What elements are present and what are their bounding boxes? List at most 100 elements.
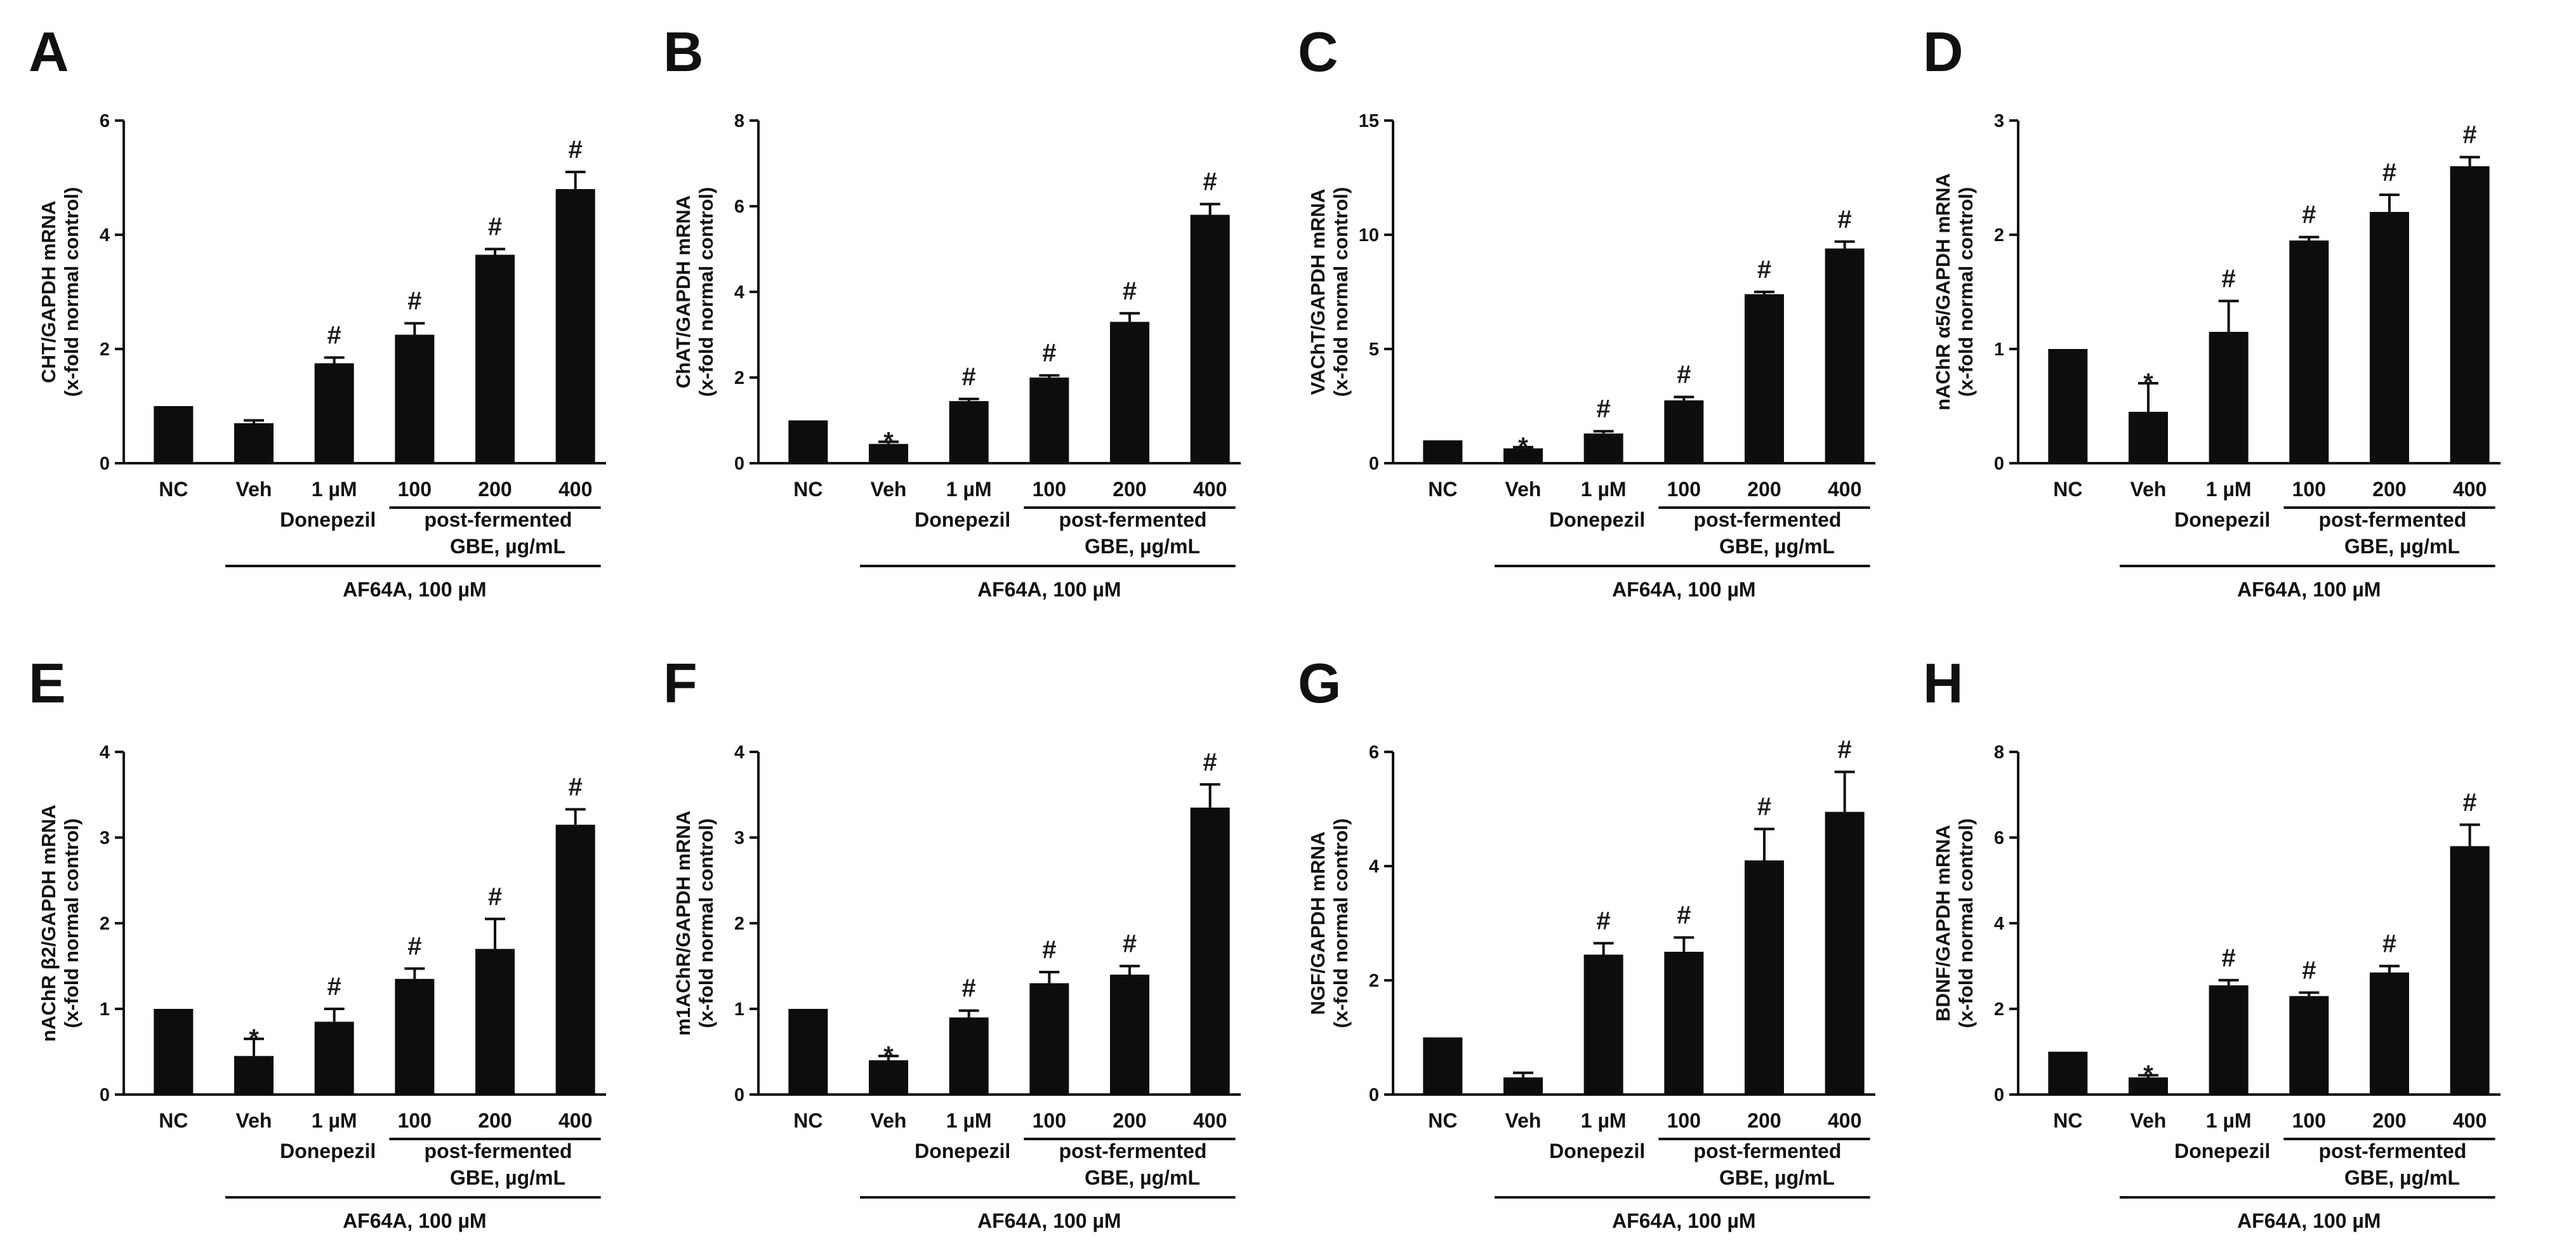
treatment-label: AF64A, 100 µM (2237, 578, 2381, 601)
x-tick-label: 100 (398, 478, 432, 501)
x-tick-label: 1 µM (2206, 1109, 2252, 1132)
significance-marker: # (2463, 789, 2477, 817)
significance-marker: # (2222, 944, 2236, 972)
x-tick-label: 400 (1828, 1109, 1861, 1132)
y-tick-label: 3 (100, 828, 110, 848)
significance-marker: # (488, 213, 502, 241)
y-tick-label: 0 (1994, 454, 2004, 474)
y-tick-label: 0 (734, 454, 744, 474)
gbe-label-line1: post-fermented (1059, 508, 1207, 531)
y-tick-label: 4 (100, 225, 110, 246)
y-tick-label: 6 (1994, 828, 2004, 848)
y-tick-label: 4 (1369, 857, 1379, 877)
bar (1745, 860, 1784, 1095)
donepezil-label: Donepezil (915, 1140, 1010, 1162)
x-tick-label: NC (2053, 1109, 2082, 1132)
x-tick-label: 100 (1667, 478, 1701, 501)
x-tick-label: 400 (558, 478, 592, 501)
significance-marker: # (1838, 206, 1852, 234)
x-tick-label: NC (2053, 478, 2082, 501)
y-tick-label: 3 (1994, 111, 2004, 131)
panel-g: G NGF/GAPDH mRNA (x-fold normal control) 0 2… (1298, 652, 1875, 1232)
bar (1503, 448, 1543, 463)
panel-letter: H (1923, 652, 1964, 714)
bar (1825, 248, 1865, 463)
gbe-label-line2: GBE, µg/mL (1085, 1166, 1200, 1189)
bar (949, 401, 989, 463)
x-tick-label: 100 (398, 1109, 432, 1132)
significance-marker: # (1677, 361, 1691, 389)
significance-marker: * (883, 427, 894, 455)
x-tick-label: Veh (1505, 1109, 1542, 1132)
bar (314, 363, 354, 463)
x-tick-label: 200 (1113, 1109, 1146, 1132)
x-tick-label: NC (793, 1109, 822, 1132)
significance-marker: # (2302, 956, 2316, 984)
y-axis-title: BDNF/GAPDH mRNA (1932, 825, 1954, 1022)
bar (2450, 166, 2490, 463)
panel-letter: B (663, 20, 704, 83)
donepezil-label: Donepezil (280, 508, 376, 531)
bar (1110, 975, 1149, 1095)
x-tick-label: Veh (236, 1109, 272, 1132)
gbe-label-line2: GBE, µg/mL (2344, 1166, 2460, 1189)
panel-b: B ChAT/GAPDH mRNA (x-fold normal control) 0… (663, 20, 1241, 601)
bar (1029, 983, 1069, 1095)
x-tick-label: Veh (1505, 478, 1542, 501)
x-tick-label: 200 (1113, 478, 1146, 501)
y-tick-label: 6 (734, 197, 744, 217)
donepezil-label: Donepezil (1549, 508, 1645, 531)
bar (475, 949, 515, 1095)
significance-marker: # (2463, 121, 2477, 149)
x-tick-label: NC (793, 478, 822, 501)
bar (2048, 349, 2088, 463)
y-axis-subtitle: (x-fold normal control) (1955, 819, 1977, 1029)
significance-marker: * (2143, 1061, 2153, 1089)
gbe-label-line1: post-fermented (425, 508, 572, 531)
x-tick-label: NC (159, 478, 188, 501)
y-axis-subtitle: (x-fold normal control) (695, 819, 717, 1029)
y-tick-label: 0 (1369, 454, 1379, 474)
y-axis-subtitle: (x-fold normal control) (1955, 187, 1977, 397)
x-tick-label: 100 (2292, 1109, 2326, 1132)
bar (869, 1060, 908, 1095)
y-tick-label: 4 (734, 282, 744, 303)
x-tick-label: 100 (1033, 1109, 1066, 1132)
gbe-label-line2: GBE, µg/mL (1719, 1166, 1835, 1189)
y-tick-label: 0 (1994, 1085, 2004, 1105)
y-tick-label: 2 (100, 914, 110, 934)
gbe-label-line1: post-fermented (1694, 508, 1842, 531)
y-tick-label: 2 (734, 914, 744, 934)
panel-h: H BDNF/GAPDH mRNA (x-fold normal control) 0… (1923, 652, 2500, 1232)
treatment-label: AF64A, 100 µM (343, 1209, 487, 1232)
y-tick-label: 2 (1369, 971, 1379, 991)
x-tick-label: 400 (1193, 1109, 1227, 1132)
y-axis-subtitle: (x-fold normal control) (60, 819, 83, 1029)
x-tick-label: 100 (2292, 478, 2326, 501)
x-tick-label: 400 (1193, 478, 1227, 501)
bar (2289, 996, 2329, 1095)
treatment-label: AF64A, 100 µM (343, 578, 487, 601)
y-tick-label: 4 (100, 742, 110, 763)
gbe-label-line2: GBE, µg/mL (1719, 535, 1835, 558)
y-axis-subtitle: (x-fold normal control) (1330, 187, 1352, 397)
bar (1423, 1037, 1463, 1095)
donepezil-label: Donepezil (915, 508, 1010, 531)
bar (1664, 952, 1704, 1095)
significance-marker: # (962, 975, 976, 1003)
bar (1423, 440, 1463, 463)
x-tick-label: 200 (2372, 1109, 2406, 1132)
donepezil-label: Donepezil (2174, 508, 2270, 531)
bar (2370, 972, 2409, 1095)
bar (314, 1022, 354, 1095)
x-tick-label: Veh (236, 478, 272, 501)
significance-marker: # (1203, 748, 1217, 776)
significance-marker: # (1042, 339, 1056, 367)
panel-c: C VAChT/GAPDH mRNA (x-fold normal control)… (1298, 20, 1875, 601)
bar (2048, 1051, 2088, 1095)
panel-letter: A (29, 20, 69, 83)
x-tick-label: 1 µM (946, 1109, 992, 1132)
bar (555, 189, 595, 463)
